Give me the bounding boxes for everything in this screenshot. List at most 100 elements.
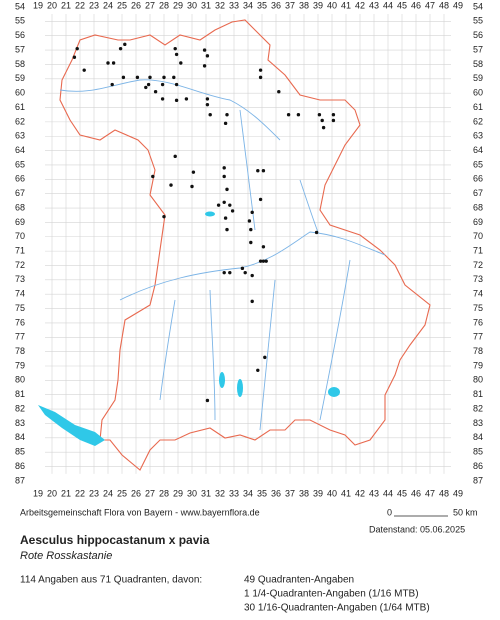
- column-label: 37: [285, 0, 295, 10]
- row-label: 67: [15, 188, 25, 198]
- summary-total: 114 Angaben aus 71 Quadranten, davon:: [20, 575, 202, 586]
- record-dot: [184, 97, 189, 101]
- column-label: 19: [33, 488, 43, 498]
- column-label: 25: [117, 0, 127, 10]
- row-label: 69: [473, 217, 483, 227]
- column-label: 31: [201, 0, 211, 10]
- scale-end: 50 km: [453, 507, 478, 517]
- record-dot: [123, 42, 127, 47]
- record-dot: [225, 187, 229, 192]
- record-dot: [331, 118, 336, 123]
- row-label: 79: [473, 360, 483, 370]
- column-label: 43: [369, 0, 379, 10]
- row-label: 71: [473, 245, 483, 255]
- row-label: 72: [15, 260, 25, 270]
- column-label: 38: [299, 0, 309, 10]
- column-label: 47: [425, 488, 435, 498]
- row-label: 59: [15, 73, 25, 83]
- record-dot: [296, 113, 301, 117]
- column-label: 26: [131, 488, 141, 498]
- row-label: 81: [15, 389, 25, 399]
- column-label: 33: [229, 488, 239, 498]
- column-label: 39: [313, 488, 323, 498]
- record-dot: [228, 270, 232, 275]
- column-label: 28: [159, 488, 169, 498]
- row-label: 86: [15, 461, 25, 471]
- record-dot: [225, 227, 229, 232]
- record-dot: [144, 85, 148, 90]
- record-dot: [258, 259, 263, 263]
- summary-line: 30 1/16-Quadranten-Angaben (1/64 MTB): [244, 603, 430, 614]
- row-label: 68: [473, 202, 483, 212]
- column-label: 45: [397, 0, 407, 10]
- record-dot: [174, 52, 179, 57]
- record-dot: [250, 299, 254, 304]
- record-dot: [106, 61, 110, 65]
- record-dot: [72, 55, 77, 59]
- row-label: 60: [473, 88, 483, 98]
- row-label: 61: [473, 102, 483, 112]
- column-label: 42: [355, 0, 365, 10]
- record-dot: [174, 82, 179, 87]
- record-dot: [250, 273, 254, 278]
- row-label: 73: [15, 274, 25, 284]
- column-label: 40: [327, 488, 337, 498]
- column-label: 20: [47, 488, 57, 498]
- record-dot: [205, 398, 210, 403]
- row-label: 75: [473, 303, 483, 313]
- column-label: 49: [453, 488, 463, 498]
- column-label: 29: [173, 488, 183, 498]
- row-label: 76: [473, 317, 483, 327]
- record-dot: [173, 154, 177, 159]
- column-label: 34: [243, 0, 253, 10]
- species-name: Aesculus hippocastanum x pavia: [20, 533, 210, 547]
- record-dot: [222, 174, 226, 179]
- column-label: 31: [201, 488, 211, 498]
- record-dot: [228, 203, 232, 207]
- record-dot: [261, 259, 266, 263]
- column-label: 32: [215, 0, 225, 10]
- row-label: 57: [15, 44, 25, 54]
- record-dot: [230, 209, 235, 213]
- column-label: 29: [173, 0, 183, 10]
- row-label: 63: [15, 131, 25, 141]
- record-dot: [249, 227, 253, 232]
- row-label: 54: [15, 1, 25, 11]
- row-label: 79: [15, 360, 25, 370]
- row-label: 67: [473, 188, 483, 198]
- column-label: 20: [47, 0, 57, 10]
- column-label: 19: [33, 0, 43, 10]
- column-label: 23: [89, 0, 99, 10]
- row-label: 74: [473, 289, 483, 299]
- record-dot: [174, 98, 179, 103]
- row-label: 87: [473, 475, 483, 485]
- column-label: 24: [103, 488, 113, 498]
- column-label: 48: [439, 0, 449, 10]
- row-label: 61: [15, 102, 25, 112]
- row-label: 82: [473, 403, 483, 413]
- row-label: 85: [15, 447, 25, 457]
- record-dot: [208, 113, 212, 117]
- record-dot: [172, 75, 176, 80]
- column-label: 42: [355, 488, 365, 498]
- column-label: 41: [341, 0, 351, 10]
- common-name: Rote Rosskastanie: [20, 550, 112, 562]
- row-label: 56: [15, 30, 25, 40]
- record-dot: [258, 68, 263, 72]
- column-label: 44: [383, 488, 393, 498]
- record-dot: [321, 125, 326, 130]
- column-label: 39: [313, 0, 323, 10]
- record-dot: [256, 368, 260, 373]
- record-dot: [179, 61, 183, 65]
- record-dot: [191, 170, 196, 174]
- row-label: 74: [15, 289, 25, 299]
- column-label: 36: [271, 0, 281, 10]
- column-label: 30: [187, 0, 197, 10]
- record-dot: [222, 200, 226, 204]
- column-label: 24: [103, 0, 113, 10]
- record-dot: [263, 355, 267, 360]
- record-dot: [160, 97, 165, 101]
- record-dot: [121, 75, 126, 80]
- record-dot: [250, 210, 254, 215]
- record-dot: [118, 46, 123, 51]
